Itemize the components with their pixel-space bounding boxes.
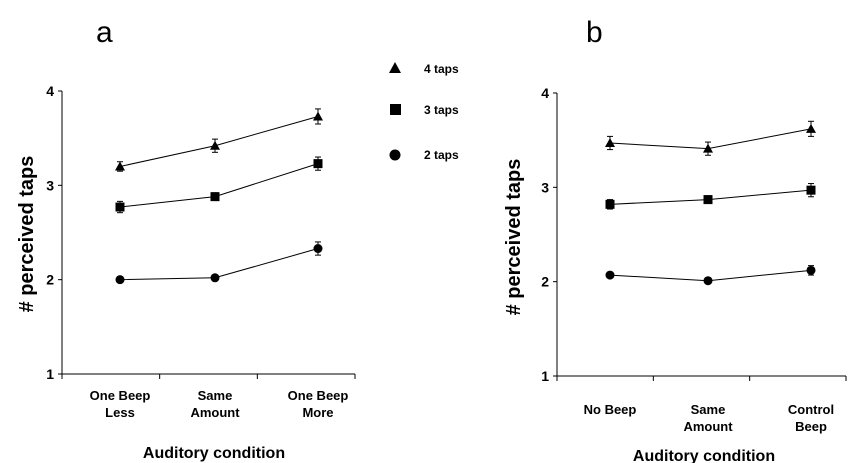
panel-a-letter: a	[96, 16, 113, 49]
data-point-4-taps	[210, 140, 220, 150]
data-point-4-taps	[806, 123, 816, 133]
data-point-4-taps	[605, 137, 615, 147]
x-category-label: Amount	[190, 405, 240, 420]
series-line-4-taps	[119, 115, 319, 167]
x-category-label: One Beep	[288, 388, 349, 403]
legend-item-4-taps: 4 taps	[389, 62, 459, 76]
panel-a: a Auditory condition # perceived taps 1 2…	[16, 16, 356, 462]
x-category-label: More	[302, 405, 333, 420]
x-category-label: No Beep	[584, 402, 637, 417]
panel-b-xlabel: Auditory condition	[633, 448, 775, 463]
data-point-3-taps	[115, 202, 125, 212]
legend-label-2-taps: 2 taps	[424, 148, 459, 162]
legend-item-2-taps: 2 taps	[389, 148, 459, 162]
data-point-3-taps	[210, 192, 220, 202]
legend-item-3-taps: 3 taps	[390, 103, 459, 117]
y-tick-label: 2	[541, 274, 549, 290]
legend-label-3-taps: 3 taps	[424, 103, 459, 117]
panel-a-ylabel: # perceived taps	[16, 156, 38, 313]
y-tick-label: 3	[46, 177, 54, 193]
legend: 4 taps 3 taps 2 taps	[389, 62, 459, 162]
x-category-label: Control	[788, 402, 834, 417]
data-point-2-taps	[115, 275, 125, 285]
data-point-2-taps	[313, 244, 323, 254]
y-tick-label: 4	[541, 85, 549, 101]
data-point-4-taps	[313, 111, 323, 121]
panel-b-letter: b	[586, 16, 603, 49]
legend-label-4-taps: 4 taps	[424, 62, 459, 76]
legend-square-marker	[390, 104, 401, 115]
data-point-3-taps	[605, 199, 615, 209]
y-tick-label: 4	[46, 83, 54, 99]
x-category-label: Same	[198, 388, 233, 403]
data-point-4-taps	[115, 161, 125, 171]
y-tick-label: 1	[46, 366, 54, 382]
data-point-3-taps	[313, 159, 323, 169]
x-category-label: Same	[691, 402, 726, 417]
series-line-4-taps	[609, 128, 812, 150]
x-category-label: Amount	[683, 419, 733, 434]
data-point-2-taps	[806, 265, 816, 275]
y-tick-label: 2	[46, 272, 54, 288]
data-point-3-taps	[703, 195, 713, 205]
legend-circle-marker	[389, 149, 401, 161]
panel-a-xlabel: Auditory condition	[143, 445, 285, 462]
data-point-2-taps	[605, 270, 615, 280]
panel-b: b Auditory condition # perceived taps 1 2…	[503, 16, 847, 463]
data-point-3-taps	[806, 185, 816, 195]
data-point-4-taps	[703, 143, 713, 153]
y-tick-label: 3	[541, 179, 549, 195]
data-point-2-taps	[703, 276, 713, 286]
panel-b-ylabel: # perceived taps	[503, 159, 525, 316]
data-point-2-taps	[210, 273, 220, 283]
legend-triangle-marker	[389, 62, 401, 73]
x-category-label: Less	[105, 405, 135, 420]
x-category-label: One Beep	[90, 388, 151, 403]
y-tick-label: 1	[541, 368, 549, 384]
x-category-label: Beep	[795, 419, 827, 434]
series-line-2-taps	[119, 248, 319, 281]
